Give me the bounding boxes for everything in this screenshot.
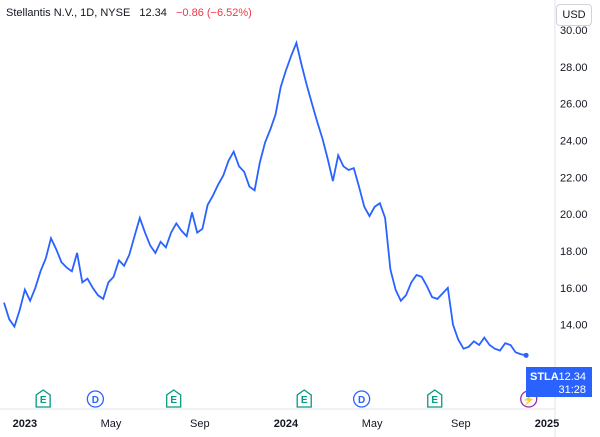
price-badge-countdown: 31:28 xyxy=(558,384,586,396)
time-axis[interactable]: 2023 May Sep 2024 May Sep 2025 xyxy=(13,418,560,430)
last-price: 12.34 xyxy=(139,7,167,19)
event-marker-letter: E xyxy=(40,395,47,406)
x-tick-label: 2025 xyxy=(535,418,559,430)
event-markers[interactable]: E D E E D E ⚡ xyxy=(35,389,538,408)
dividend-event-marker[interactable]: D xyxy=(86,390,105,408)
event-marker-letter: E xyxy=(301,395,308,406)
event-marker-letter: D xyxy=(358,395,365,406)
x-tick-label: 2024 xyxy=(274,418,299,430)
earnings-marker-shape xyxy=(296,389,312,408)
earnings-event-marker[interactable]: E xyxy=(296,389,312,408)
currency-button[interactable]: USD xyxy=(556,4,592,26)
dividend-marker-circle xyxy=(352,390,371,408)
y-tick-label: 26.00 xyxy=(560,99,588,111)
event-marker-letter: E xyxy=(170,395,177,406)
y-tick-label: 14.00 xyxy=(560,320,588,332)
dividend-event-marker[interactable]: D xyxy=(352,390,371,408)
x-tick-label: Sep xyxy=(190,418,210,430)
event-marker-letter: E xyxy=(431,395,438,406)
y-tick-label: 30.00 xyxy=(560,25,588,37)
price-badge: STLA 12.34 31:28 xyxy=(526,367,592,397)
x-tick-label: May xyxy=(101,418,122,430)
symbol-header: Stellantis N.V., 1D, NYSE 12.34 −0.86 (−… xyxy=(6,7,252,19)
price-badge-symbol: STLA xyxy=(530,371,559,383)
price-line xyxy=(3,39,527,357)
earnings-marker-shape xyxy=(35,389,51,408)
earnings-marker-shape xyxy=(166,389,182,408)
earnings-event-marker[interactable]: E xyxy=(427,389,443,408)
earnings-marker-shape xyxy=(427,389,443,408)
y-tick-label: 24.00 xyxy=(560,136,588,148)
y-tick-label: 20.00 xyxy=(560,209,588,221)
x-tick-label: May xyxy=(362,418,383,430)
x-tick-label: Sep xyxy=(451,418,471,430)
earnings-event-marker[interactable]: E xyxy=(166,389,182,408)
y-tick-label: 28.00 xyxy=(560,62,588,74)
event-marker-letter: D xyxy=(92,395,99,406)
y-tick-label: 22.00 xyxy=(560,172,588,184)
x-tick-label: 2023 xyxy=(13,418,37,430)
earnings-event-marker[interactable]: E xyxy=(35,389,51,408)
y-tick-label: 16.00 xyxy=(560,283,588,295)
price-axis[interactable]: 14.00 16.00 18.00 20.00 22.00 24.00 26.00 28.00… xyxy=(560,25,588,332)
price-change: −0.86 (−6.52%) xyxy=(175,7,252,19)
dividend-marker-circle xyxy=(86,390,105,408)
price-badge-price: 12.34 xyxy=(558,371,586,383)
y-tick-label: 18.00 xyxy=(560,246,588,258)
symbol-title[interactable]: Stellantis N.V., 1D, NYSE xyxy=(6,7,131,19)
last-price-dot xyxy=(523,352,529,358)
